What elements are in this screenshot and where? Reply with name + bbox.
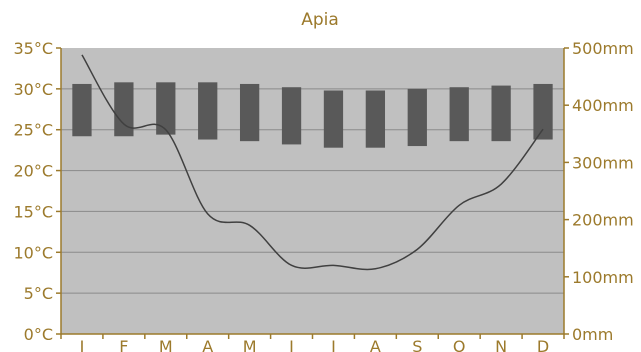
temperature-bar [323, 90, 344, 148]
temperature-bar [281, 87, 302, 145]
precipitation-series [81, 54, 544, 271]
temperature-bar [156, 82, 176, 135]
precipitation-tick-label: 500mm [572, 39, 634, 58]
temperature-bar [114, 82, 134, 137]
month-label: D [537, 337, 549, 352]
month-label: J [288, 337, 294, 352]
grid-lines [61, 88, 564, 294]
month-label: S [412, 337, 422, 352]
temperature-tick-label: 35°C [13, 39, 53, 58]
month-label: J [330, 337, 336, 352]
month-label: M [243, 337, 257, 352]
axes [56, 47, 569, 339]
precipitation-line [81, 54, 544, 271]
plot-area [61, 48, 564, 334]
temperature-bar [407, 88, 427, 147]
month-label: F [119, 337, 128, 352]
temperature-bar [365, 90, 386, 148]
temperature-axis-labels: 0°C 5°C 10°C 15°C 20°C 25°C 30°C 35°C [13, 39, 53, 344]
chart-title: Apia [301, 10, 339, 30]
month-label: N [495, 337, 507, 352]
month-label: M [159, 337, 173, 352]
temperature-tick-label: 10°C [13, 243, 53, 262]
temperature-tick-label: 15°C [13, 202, 53, 221]
precipitation-tick-label: 200mm [572, 211, 634, 230]
temperature-bar [533, 83, 553, 140]
temperature-tick-label: 20°C [13, 162, 53, 181]
temperature-bar [449, 87, 469, 142]
temperature-tick-label: 30°C [13, 80, 53, 99]
temperature-bar [239, 83, 260, 142]
temperature-tick-label: 5°C [24, 284, 53, 303]
temperature-tick-label: 0°C [24, 325, 53, 344]
month-label: J [79, 337, 85, 352]
temperature-bar [198, 82, 218, 140]
temperature-tick-label: 25°C [13, 121, 53, 140]
precipitation-tick-label: 300mm [572, 153, 634, 172]
month-label: O [453, 337, 466, 352]
precipitation-tick-label: 100mm [572, 268, 634, 287]
month-label: A [202, 337, 213, 352]
temperature-bar [72, 83, 92, 137]
precipitation-axis-labels: 0mm 100mm 200mm 300mm 400mm 500mm [572, 39, 634, 344]
month-label: A [370, 337, 381, 352]
precipitation-tick-label: 0mm [572, 325, 613, 344]
temperature-bars [72, 82, 553, 148]
temperature-bar [491, 85, 511, 142]
precipitation-tick-label: 400mm [572, 96, 634, 115]
